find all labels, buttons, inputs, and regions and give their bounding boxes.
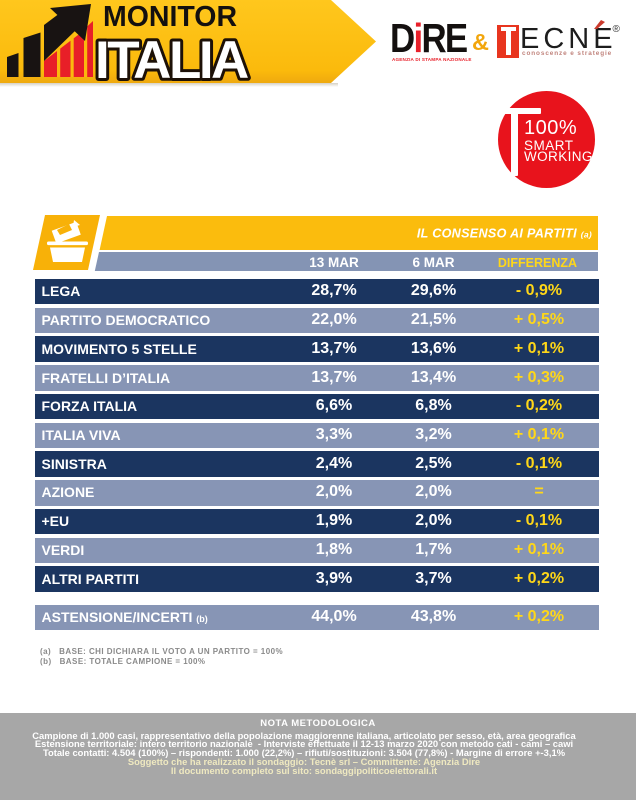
svg-text:DIFFERENZA: DIFFERENZA — [498, 256, 577, 270]
svg-text:13 MAR: 13 MAR — [309, 255, 359, 270]
svg-text:ITALIA: ITALIA — [95, 31, 248, 88]
svg-text:6 MAR: 6 MAR — [412, 255, 454, 270]
svg-text:IL CONSENSO AI PARTITI (a): IL CONSENSO AI PARTITI (a) — [417, 227, 592, 241]
